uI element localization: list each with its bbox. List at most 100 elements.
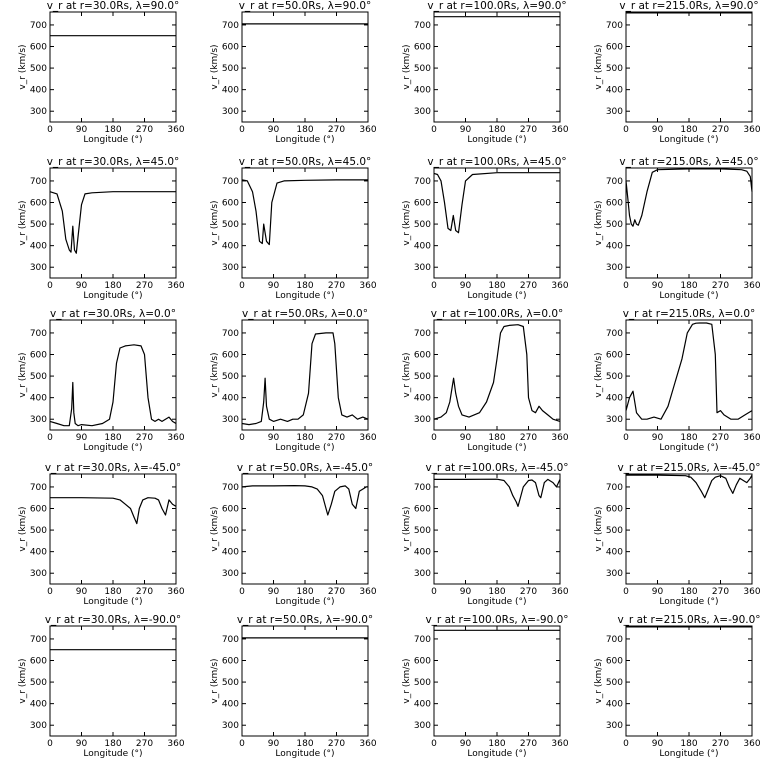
x-tick-label: 270 bbox=[328, 281, 345, 291]
x-tick-label: 360 bbox=[167, 739, 184, 749]
x-tick-label: 270 bbox=[520, 739, 537, 749]
x-tick-label: 90 bbox=[652, 433, 664, 443]
chart-panel-14: v_r at r=50.0Rs, λ=-45.0° 0 90 180 270 360 300… bbox=[210, 462, 377, 607]
x-tick-label: 90 bbox=[268, 281, 280, 291]
y-tick-label: 400 bbox=[606, 394, 623, 404]
y-axis-label: v_r (km/s) bbox=[18, 352, 28, 397]
y-tick-label: 500 bbox=[414, 678, 431, 688]
y-tick-label: 500 bbox=[414, 220, 431, 230]
y-tick-label: 500 bbox=[222, 220, 239, 230]
x-tick-label: 90 bbox=[460, 587, 472, 597]
x-tick-label: 270 bbox=[136, 739, 153, 749]
plot-frame bbox=[433, 11, 561, 123]
x-tick-label: 180 bbox=[680, 433, 697, 443]
y-tick-label: 400 bbox=[414, 86, 431, 96]
x-tick-label: 180 bbox=[296, 739, 313, 749]
plot-frame bbox=[241, 625, 369, 737]
x-tick-label: 360 bbox=[551, 739, 568, 749]
chart-title: v_r at r=30.0Rs, λ=0.0° bbox=[50, 308, 176, 320]
y-axis-label: v_r (km/s) bbox=[210, 506, 220, 551]
chart-panel-19: v_r at r=100.0Rs, λ=-90.0° 0 90 180 270 360 30… bbox=[402, 614, 569, 759]
y-tick-label: 600 bbox=[606, 351, 623, 361]
x-axis-label: Longitude (°) bbox=[275, 135, 334, 145]
y-axis-label: v_r (km/s) bbox=[18, 506, 28, 551]
chart-title: v_r at r=50.0Rs, λ=45.0° bbox=[239, 156, 372, 168]
x-tick-label: 180 bbox=[296, 281, 313, 291]
y-tick-label: 700 bbox=[606, 21, 623, 31]
x-tick-label: 360 bbox=[551, 125, 568, 135]
x-tick-label: 180 bbox=[488, 739, 505, 749]
y-tick-label: 300 bbox=[414, 263, 431, 273]
x-tick-label: 270 bbox=[328, 125, 345, 135]
chart-title: v_r at r=215.0Rs, λ=90.0° bbox=[619, 0, 758, 12]
x-tick-label: 270 bbox=[712, 281, 729, 291]
y-axis-label: v_r (km/s) bbox=[402, 658, 412, 703]
chart-panel-13: v_r at r=30.0Rs, λ=-45.0° 0 90 180 270 360 300… bbox=[18, 462, 185, 607]
chart-panel-2: v_r at r=50.0Rs, λ=90.0° 0 90 180 270 360 300 4… bbox=[210, 0, 377, 145]
x-tick-label: 180 bbox=[104, 587, 121, 597]
x-tick-label: 180 bbox=[488, 587, 505, 597]
y-tick-label: 700 bbox=[30, 329, 47, 339]
y-axis-label: v_r (km/s) bbox=[594, 352, 604, 397]
y-tick-label: 300 bbox=[30, 263, 47, 273]
y-tick-label: 700 bbox=[222, 177, 239, 187]
x-axis-label: Longitude (°) bbox=[467, 291, 526, 301]
x-axis-label: Longitude (°) bbox=[83, 291, 142, 301]
series-line bbox=[434, 478, 561, 507]
y-tick-label: 400 bbox=[222, 242, 239, 252]
y-tick-label: 400 bbox=[606, 548, 623, 558]
y-tick-label: 600 bbox=[414, 657, 431, 667]
x-axis-label: Longitude (°) bbox=[467, 443, 526, 453]
y-axis-label: v_r (km/s) bbox=[210, 658, 220, 703]
x-tick-label: 0 bbox=[47, 739, 53, 749]
x-tick-label: 270 bbox=[520, 281, 537, 291]
y-tick-label: 300 bbox=[30, 569, 47, 579]
x-axis-label: Longitude (°) bbox=[275, 291, 334, 301]
chart-title: v_r at r=100.0Rs, λ=-90.0° bbox=[425, 614, 568, 626]
x-tick-label: 270 bbox=[136, 281, 153, 291]
x-tick-label: 0 bbox=[239, 587, 245, 597]
chart-title: v_r at r=30.0Rs, λ=-90.0° bbox=[45, 614, 181, 626]
y-axis-label: v_r (km/s) bbox=[402, 506, 412, 551]
x-tick-label: 360 bbox=[743, 433, 760, 443]
y-tick-label: 400 bbox=[414, 394, 431, 404]
y-axis-label: v_r (km/s) bbox=[594, 200, 604, 245]
series-line bbox=[49, 191, 176, 254]
x-tick-label: 180 bbox=[680, 739, 697, 749]
y-tick-label: 300 bbox=[606, 107, 623, 117]
y-tick-label: 700 bbox=[606, 177, 623, 187]
series-line bbox=[49, 344, 177, 427]
y-tick-label: 500 bbox=[606, 372, 623, 382]
x-tick-label: 0 bbox=[623, 281, 629, 291]
plot-frame bbox=[433, 167, 561, 279]
y-tick-label: 400 bbox=[30, 86, 47, 96]
y-tick-label: 300 bbox=[414, 107, 431, 117]
y-tick-label: 500 bbox=[606, 64, 623, 74]
x-tick-label: 90 bbox=[652, 739, 664, 749]
chart-title: v_r at r=100.0Rs, λ=90.0° bbox=[427, 0, 566, 12]
chart-title: v_r at r=215.0Rs, λ=-90.0° bbox=[617, 614, 760, 626]
chart-panel-3: v_r at r=100.0Rs, λ=90.0° 0 90 180 270 360 300… bbox=[402, 0, 569, 145]
y-tick-label: 600 bbox=[606, 505, 623, 515]
y-tick-label: 300 bbox=[606, 415, 623, 425]
chart-panel-7: v_r at r=100.0Rs, λ=45.0° 0 90 180 270 360 300… bbox=[402, 156, 569, 301]
y-tick-label: 400 bbox=[30, 242, 47, 252]
x-tick-label: 270 bbox=[328, 587, 345, 597]
y-tick-label: 500 bbox=[606, 678, 623, 688]
x-tick-label: 270 bbox=[712, 433, 729, 443]
y-tick-label: 400 bbox=[222, 394, 239, 404]
y-tick-label: 700 bbox=[222, 635, 239, 645]
x-axis-label: Longitude (°) bbox=[659, 597, 718, 607]
y-tick-label: 300 bbox=[606, 263, 623, 273]
y-tick-label: 600 bbox=[222, 199, 239, 209]
chart-panel-20: v_r at r=215.0Rs, λ=-90.0° 0 90 180 270 360 30… bbox=[594, 614, 761, 759]
y-axis-label: v_r (km/s) bbox=[402, 200, 412, 245]
x-tick-label: 270 bbox=[136, 125, 153, 135]
x-axis-label: Longitude (°) bbox=[659, 135, 718, 145]
x-tick-label: 0 bbox=[623, 587, 629, 597]
y-tick-label: 600 bbox=[30, 43, 47, 53]
chart-panel-16: v_r at r=215.0Rs, λ=-45.0° 0 90 180 270 360 30… bbox=[594, 462, 761, 607]
x-axis-label: Longitude (°) bbox=[275, 443, 334, 453]
x-tick-label: 90 bbox=[460, 739, 472, 749]
y-tick-label: 500 bbox=[414, 372, 431, 382]
